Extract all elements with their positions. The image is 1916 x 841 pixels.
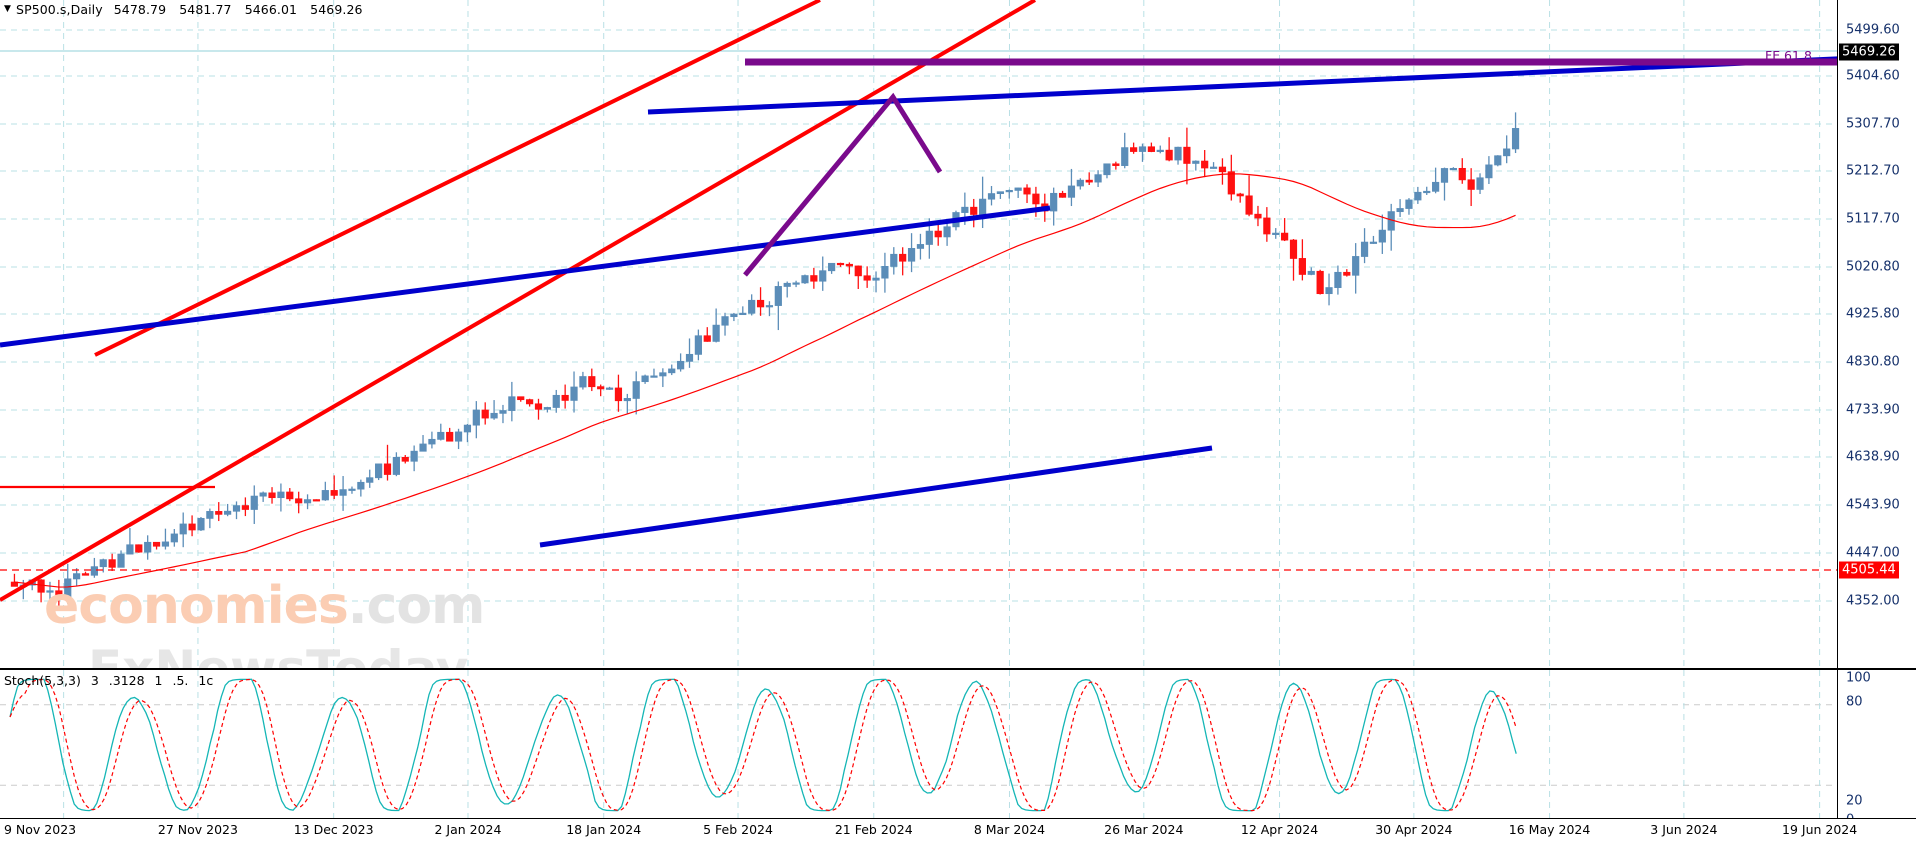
stochastic-plot-area[interactable]: [0, 670, 1838, 820]
stoch-tick-2: 20: [1846, 793, 1863, 809]
time-label-2: 13 Dec 2023: [293, 822, 374, 837]
price-tick-9: 4638.90: [1846, 449, 1900, 465]
time-label-4: 18 Jan 2024: [566, 822, 642, 837]
time-label-12: 3 Jun 2024: [1650, 822, 1718, 837]
stoch-k-line: [9, 678, 1517, 812]
symbol-label: SP500.s,Daily: [16, 2, 103, 17]
price-tick-0: 5499.60: [1846, 22, 1900, 38]
time-label-13: 19 Jun 2024: [1782, 822, 1858, 837]
stochastic-scale: 100 80 20 0: [1837, 670, 1916, 820]
price-tick-5: 5020.80: [1846, 259, 1900, 275]
trendline-lower-red-channel: [0, 0, 1037, 602]
price-tick-1: 5404.60: [1846, 68, 1900, 84]
ohlc-values: 5478.79 5481.77 5466.01 5469.26: [114, 2, 372, 17]
trendline-blue-support-long: [0, 205, 1051, 348]
price-tick-12: 4352.00: [1846, 593, 1900, 609]
price-tick-3: 5212.70: [1846, 163, 1900, 179]
time-label-9: 12 Apr 2024: [1240, 822, 1319, 837]
stoch-extra-1: 1: [154, 673, 163, 688]
stoch-extra-3: 1c: [198, 673, 214, 688]
price-scale[interactable]: 5499.60 5404.60 5307.70 5212.70 5117.70 5020.…: [1837, 0, 1916, 668]
zigzag-pattern: [743, 92, 943, 277]
price-gridlines: [0, 0, 1838, 668]
last-price-tag: 5469.26: [1839, 43, 1899, 61]
stoch-tick-1: 80: [1846, 694, 1863, 710]
price-tick-8: 4733.90: [1846, 402, 1900, 418]
stoch-gridlines: [0, 670, 1838, 820]
time-label-7: 8 Mar 2024: [973, 822, 1046, 837]
price-pane[interactable]: 5499.60 5404.60 5307.70 5212.70 5117.70 5020.…: [0, 0, 1916, 668]
stoch-extra-2: .5.: [172, 673, 189, 688]
price-tick-7: 4830.80: [1846, 354, 1900, 370]
stoch-d: .3128: [108, 673, 145, 688]
time-label-1: 27 Nov 2023: [157, 822, 238, 837]
close-value: 5469.26: [310, 2, 363, 17]
time-label-10: 30 Apr 2024: [1375, 822, 1453, 837]
price-chart-canvas: [0, 0, 1881, 668]
stochastic-header: Stoch(5,3,3) 3 .3128 1 .5. 1c: [4, 673, 219, 688]
trendline-blue-resistance-mid: [647, 54, 1881, 115]
price-tick-11: 4447.00: [1846, 545, 1900, 561]
price-tick-10: 4543.90: [1846, 497, 1900, 513]
stoch-k: 3: [90, 673, 99, 688]
fib-extension-label: FE 61.8: [1765, 48, 1812, 63]
stoch-d-line: [9, 678, 1517, 812]
price-plot-area[interactable]: [0, 0, 1881, 668]
time-label-3: 2 Jan 2024: [434, 822, 502, 837]
price-tick-2: 5307.70: [1846, 116, 1900, 132]
support-level-tag: 4505.44: [1839, 561, 1899, 579]
trendline-blue-support-lower: [539, 445, 1213, 548]
high-value: 5481.77: [179, 2, 232, 17]
time-label-0: 9 Nov 2023: [4, 822, 77, 837]
chart-header: ▼ SP500.s,Daily 5478.79 5481.77 5466.01 …: [4, 2, 372, 17]
time-label-11: 16 May 2024: [1508, 822, 1591, 837]
trendline-upper-red-channel: [94, 0, 821, 357]
stochastic-canvas: [0, 670, 1838, 820]
stoch-tick-0: 100: [1846, 670, 1871, 686]
time-label-5: 5 Feb 2024: [703, 822, 773, 837]
low-value: 5466.01: [244, 2, 298, 17]
candles: [10, 112, 1520, 610]
stochastic-pane[interactable]: 100 80 20 0 Stoch(5,3,3) 3 .3128 1 .5. 1c: [0, 668, 1916, 820]
stoch-tick-3: 0: [1846, 812, 1855, 821]
collapse-caret-icon[interactable]: ▼: [4, 4, 12, 14]
price-tick-4: 5117.70: [1846, 211, 1900, 227]
stoch-name: Stoch(5,3,3): [4, 673, 81, 688]
moving-average-line: [14, 173, 1516, 588]
time-axis: 9 Nov 2023 27 Nov 2023 13 Dec 2023 2 Jan 20…: [0, 818, 1916, 841]
open-value: 5478.79: [113, 2, 167, 17]
price-tick-6: 4925.80: [1846, 306, 1900, 322]
time-label-6: 21 Feb 2024: [834, 822, 913, 837]
time-label-8: 26 Mar 2024: [1104, 822, 1184, 837]
